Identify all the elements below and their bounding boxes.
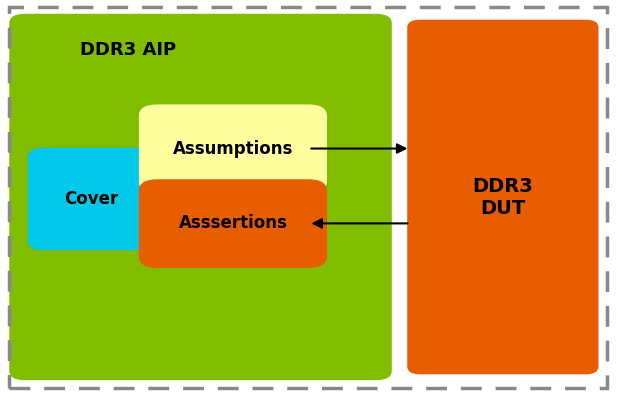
FancyBboxPatch shape [28,148,154,250]
Text: Asssertions: Asssertions [179,214,288,232]
FancyBboxPatch shape [407,20,598,374]
FancyBboxPatch shape [139,179,327,268]
Text: Cover: Cover [64,190,118,208]
Text: DDR3
DUT: DDR3 DUT [473,177,533,217]
Text: Assumptions: Assumptions [173,139,294,158]
FancyBboxPatch shape [9,14,392,380]
FancyBboxPatch shape [139,104,327,193]
Text: DDR3 AIP: DDR3 AIP [80,41,176,59]
